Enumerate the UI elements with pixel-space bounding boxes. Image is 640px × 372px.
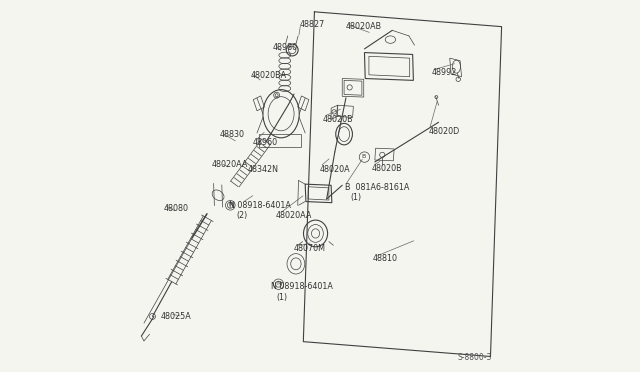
Text: 48020AB: 48020AB (345, 22, 381, 31)
Text: 48020D: 48020D (428, 126, 460, 136)
Text: 48020A: 48020A (319, 165, 350, 174)
Text: B  081A6-8161A: B 081A6-8161A (345, 183, 410, 192)
Text: S-8800-3: S-8800-3 (457, 353, 492, 362)
Text: 48020B: 48020B (372, 164, 403, 173)
Text: (2): (2) (237, 211, 248, 220)
Text: 48020AA: 48020AA (276, 211, 312, 220)
Text: 48025A: 48025A (161, 312, 191, 321)
Text: 48810: 48810 (372, 254, 397, 263)
Text: N 08918-6401A: N 08918-6401A (229, 201, 291, 210)
Text: B: B (362, 154, 366, 159)
Text: (1): (1) (276, 293, 287, 302)
Text: 48980: 48980 (273, 42, 298, 51)
Text: 48960: 48960 (253, 138, 278, 147)
Text: 48830: 48830 (220, 130, 245, 140)
Text: N: N (276, 281, 281, 286)
Text: 48342N: 48342N (248, 165, 279, 174)
Text: 48020AA: 48020AA (211, 160, 248, 169)
Text: 48020BA: 48020BA (250, 71, 287, 80)
Text: N 08918-6401A: N 08918-6401A (271, 282, 333, 291)
Text: 48080: 48080 (164, 204, 189, 213)
Text: 48827: 48827 (300, 20, 325, 29)
Text: (1): (1) (350, 193, 362, 202)
Text: 48070M: 48070M (293, 244, 325, 253)
Text: 48992: 48992 (431, 68, 456, 77)
Text: 48020B: 48020B (323, 115, 353, 124)
Text: N: N (228, 202, 233, 208)
